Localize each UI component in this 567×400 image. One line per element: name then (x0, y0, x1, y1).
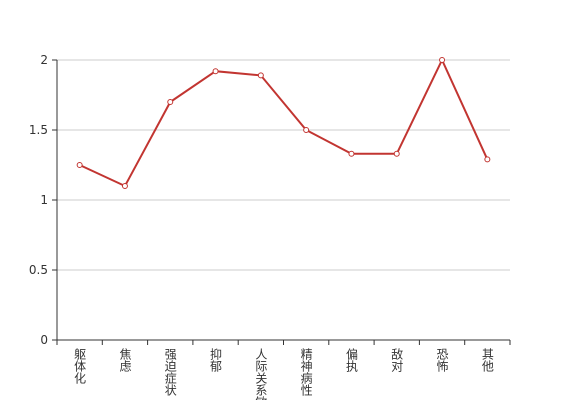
point (393, 150, 400, 157)
x-tick-label: 敌对 (390, 347, 404, 372)
x-tick-label: 抑郁 (209, 347, 223, 373)
y-tick-label: 2 (40, 53, 48, 67)
y-tick-label: 0.5 (29, 263, 48, 277)
series-line (79, 57, 489, 188)
x-tick-label: 精神病性 (299, 348, 313, 397)
point (257, 72, 264, 79)
point (484, 156, 491, 163)
x-tick-label: 偏执 (344, 347, 358, 373)
point (167, 99, 174, 105)
y-tick-label: 0 (40, 333, 48, 347)
x-tick-label: 其他 (480, 348, 494, 372)
x-tick-label: 恐怖 (435, 348, 449, 372)
x-tick-label: 强迫症状 (163, 348, 177, 396)
x-tick-label: 焦虑 (118, 348, 132, 372)
point (212, 68, 219, 75)
point (121, 183, 128, 189)
x-tick-label: 躯体化 (73, 347, 87, 385)
point (303, 127, 310, 133)
x-tick-label: 人际关系敏感 (254, 348, 268, 400)
y-tick-label: 1 (40, 193, 48, 207)
point (439, 57, 446, 63)
y-tick-label: 1.5 (29, 123, 48, 137)
point (76, 162, 83, 168)
point (348, 150, 355, 157)
